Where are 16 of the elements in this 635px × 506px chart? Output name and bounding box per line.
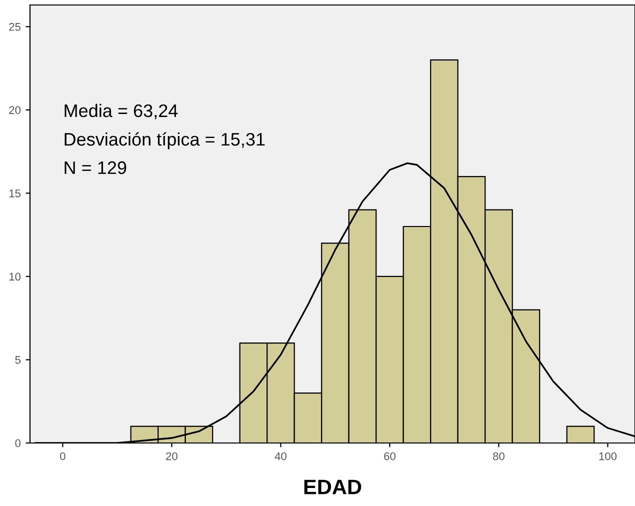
annotation: Desviación típica = 15,31 [64, 132, 265, 150]
y-tick-label: 25 [9, 22, 21, 31]
x-tick-label: 40 [274, 452, 286, 460]
x-tick-label: 80 [493, 452, 504, 460]
x-tick-label: 60 [384, 452, 396, 460]
y-tick-label: 15 [9, 190, 21, 198]
x-tick-label: 20 [166, 452, 178, 460]
x-axis-title: EDAD [304, 480, 362, 494]
annotation: Media = 63,24 [64, 104, 178, 120]
y-tick-label: 10 [9, 272, 21, 281]
y-tick-label: 0 [15, 439, 21, 448]
y-tick-label: 20 [9, 106, 21, 114]
annotation: N = 129 [64, 161, 126, 174]
y-tick-label: 5 [15, 356, 21, 364]
x-tick-label: 0 [60, 452, 66, 460]
x-tick-label: 100 [599, 452, 617, 460]
